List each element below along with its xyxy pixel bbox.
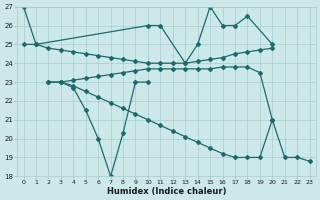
X-axis label: Humidex (Indice chaleur): Humidex (Indice chaleur) <box>107 187 226 196</box>
